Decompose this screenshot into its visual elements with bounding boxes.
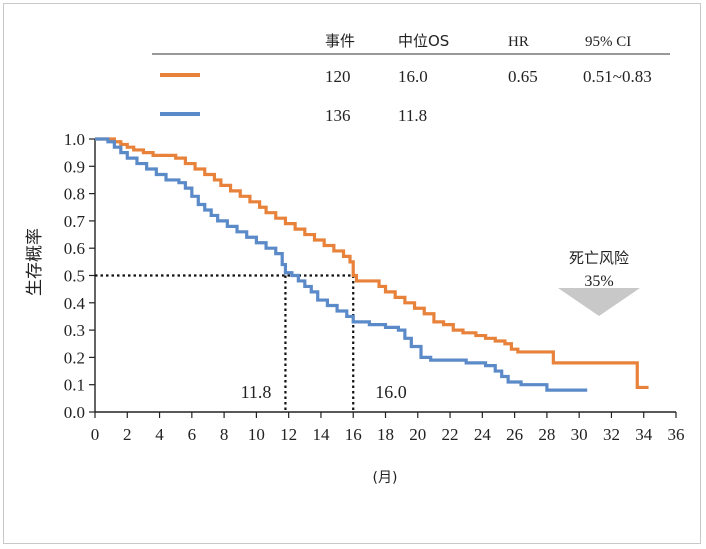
row1-ci: 0.51~0.83 [583,67,652,86]
legend-table: 事件 中位OS HR 95% CI 120 16.0 0.65 0.51~0.8… [152,32,670,125]
x-tick-label: 26 [506,425,523,444]
y-tick-label: 0.4 [64,294,86,313]
down-arrow-icon [558,288,640,316]
x-tick-label: 34 [635,425,653,444]
x-tick-label: 18 [377,425,394,444]
median-label: 11.8 [241,382,272,402]
x-tick-label: 12 [280,425,297,444]
x-tick-label: 28 [538,425,555,444]
x-tick-label: 24 [474,425,492,444]
x-tick-label: 4 [155,425,164,444]
y-tick-label: 0.7 [64,212,86,231]
x-tick-label: 10 [248,425,265,444]
y-tick-label: 0.3 [64,321,85,340]
x-tick-label: 30 [571,425,588,444]
row2-events: 136 [325,106,351,125]
x-tick-label: 36 [668,425,685,444]
header-events: 事件 [325,32,355,50]
y-tick-label: 0.6 [64,239,85,258]
y-tick-label: 0.0 [64,403,85,422]
x-tick-label: 0 [91,425,100,444]
row1-hr: 0.65 [508,67,538,86]
x-axis-label: (月) [373,470,398,486]
header-ci: 95% CI [585,34,631,50]
ticks: 0.00.10.20.30.40.50.60.70.80.91.00 2 4 6 8 10… [64,130,685,444]
annotation-value: 35% [584,273,613,290]
x-tick-label: 2 [123,425,132,444]
y-tick-label: 1.0 [64,130,85,149]
row1-events: 120 [325,67,351,86]
x-tick-label: 6 [188,425,197,444]
row2-median: 11.8 [398,106,427,125]
header-median: 中位OS [398,32,449,50]
risk-annotation: 死亡风险 35% [558,249,640,316]
x-tick-label: 32 [603,425,620,444]
median-guides: 11.8 16.0 [95,274,407,412]
y-tick-label: 0.8 [64,185,85,204]
row1-median: 16.0 [398,67,428,86]
x-tick-label: 20 [409,425,426,444]
x-tick-label: 8 [220,425,229,444]
y-tick-label: 0.2 [64,348,85,367]
x-tick-label: 16 [345,425,362,444]
header-hr: HR [508,34,529,50]
y-tick-label: 0.5 [64,267,85,286]
survival-curves [95,137,649,392]
y-axis-label: 生存概率 [25,228,45,296]
annotation-title: 死亡风险 [569,249,629,267]
series-line-orange [95,137,649,390]
y-tick-label: 0.9 [64,157,85,176]
median-label: 16.0 [375,382,407,402]
x-tick-label: 22 [442,425,459,444]
y-tick-label: 0.1 [64,376,85,395]
x-tick-label: 14 [312,425,330,444]
series-line-blue [95,137,588,392]
